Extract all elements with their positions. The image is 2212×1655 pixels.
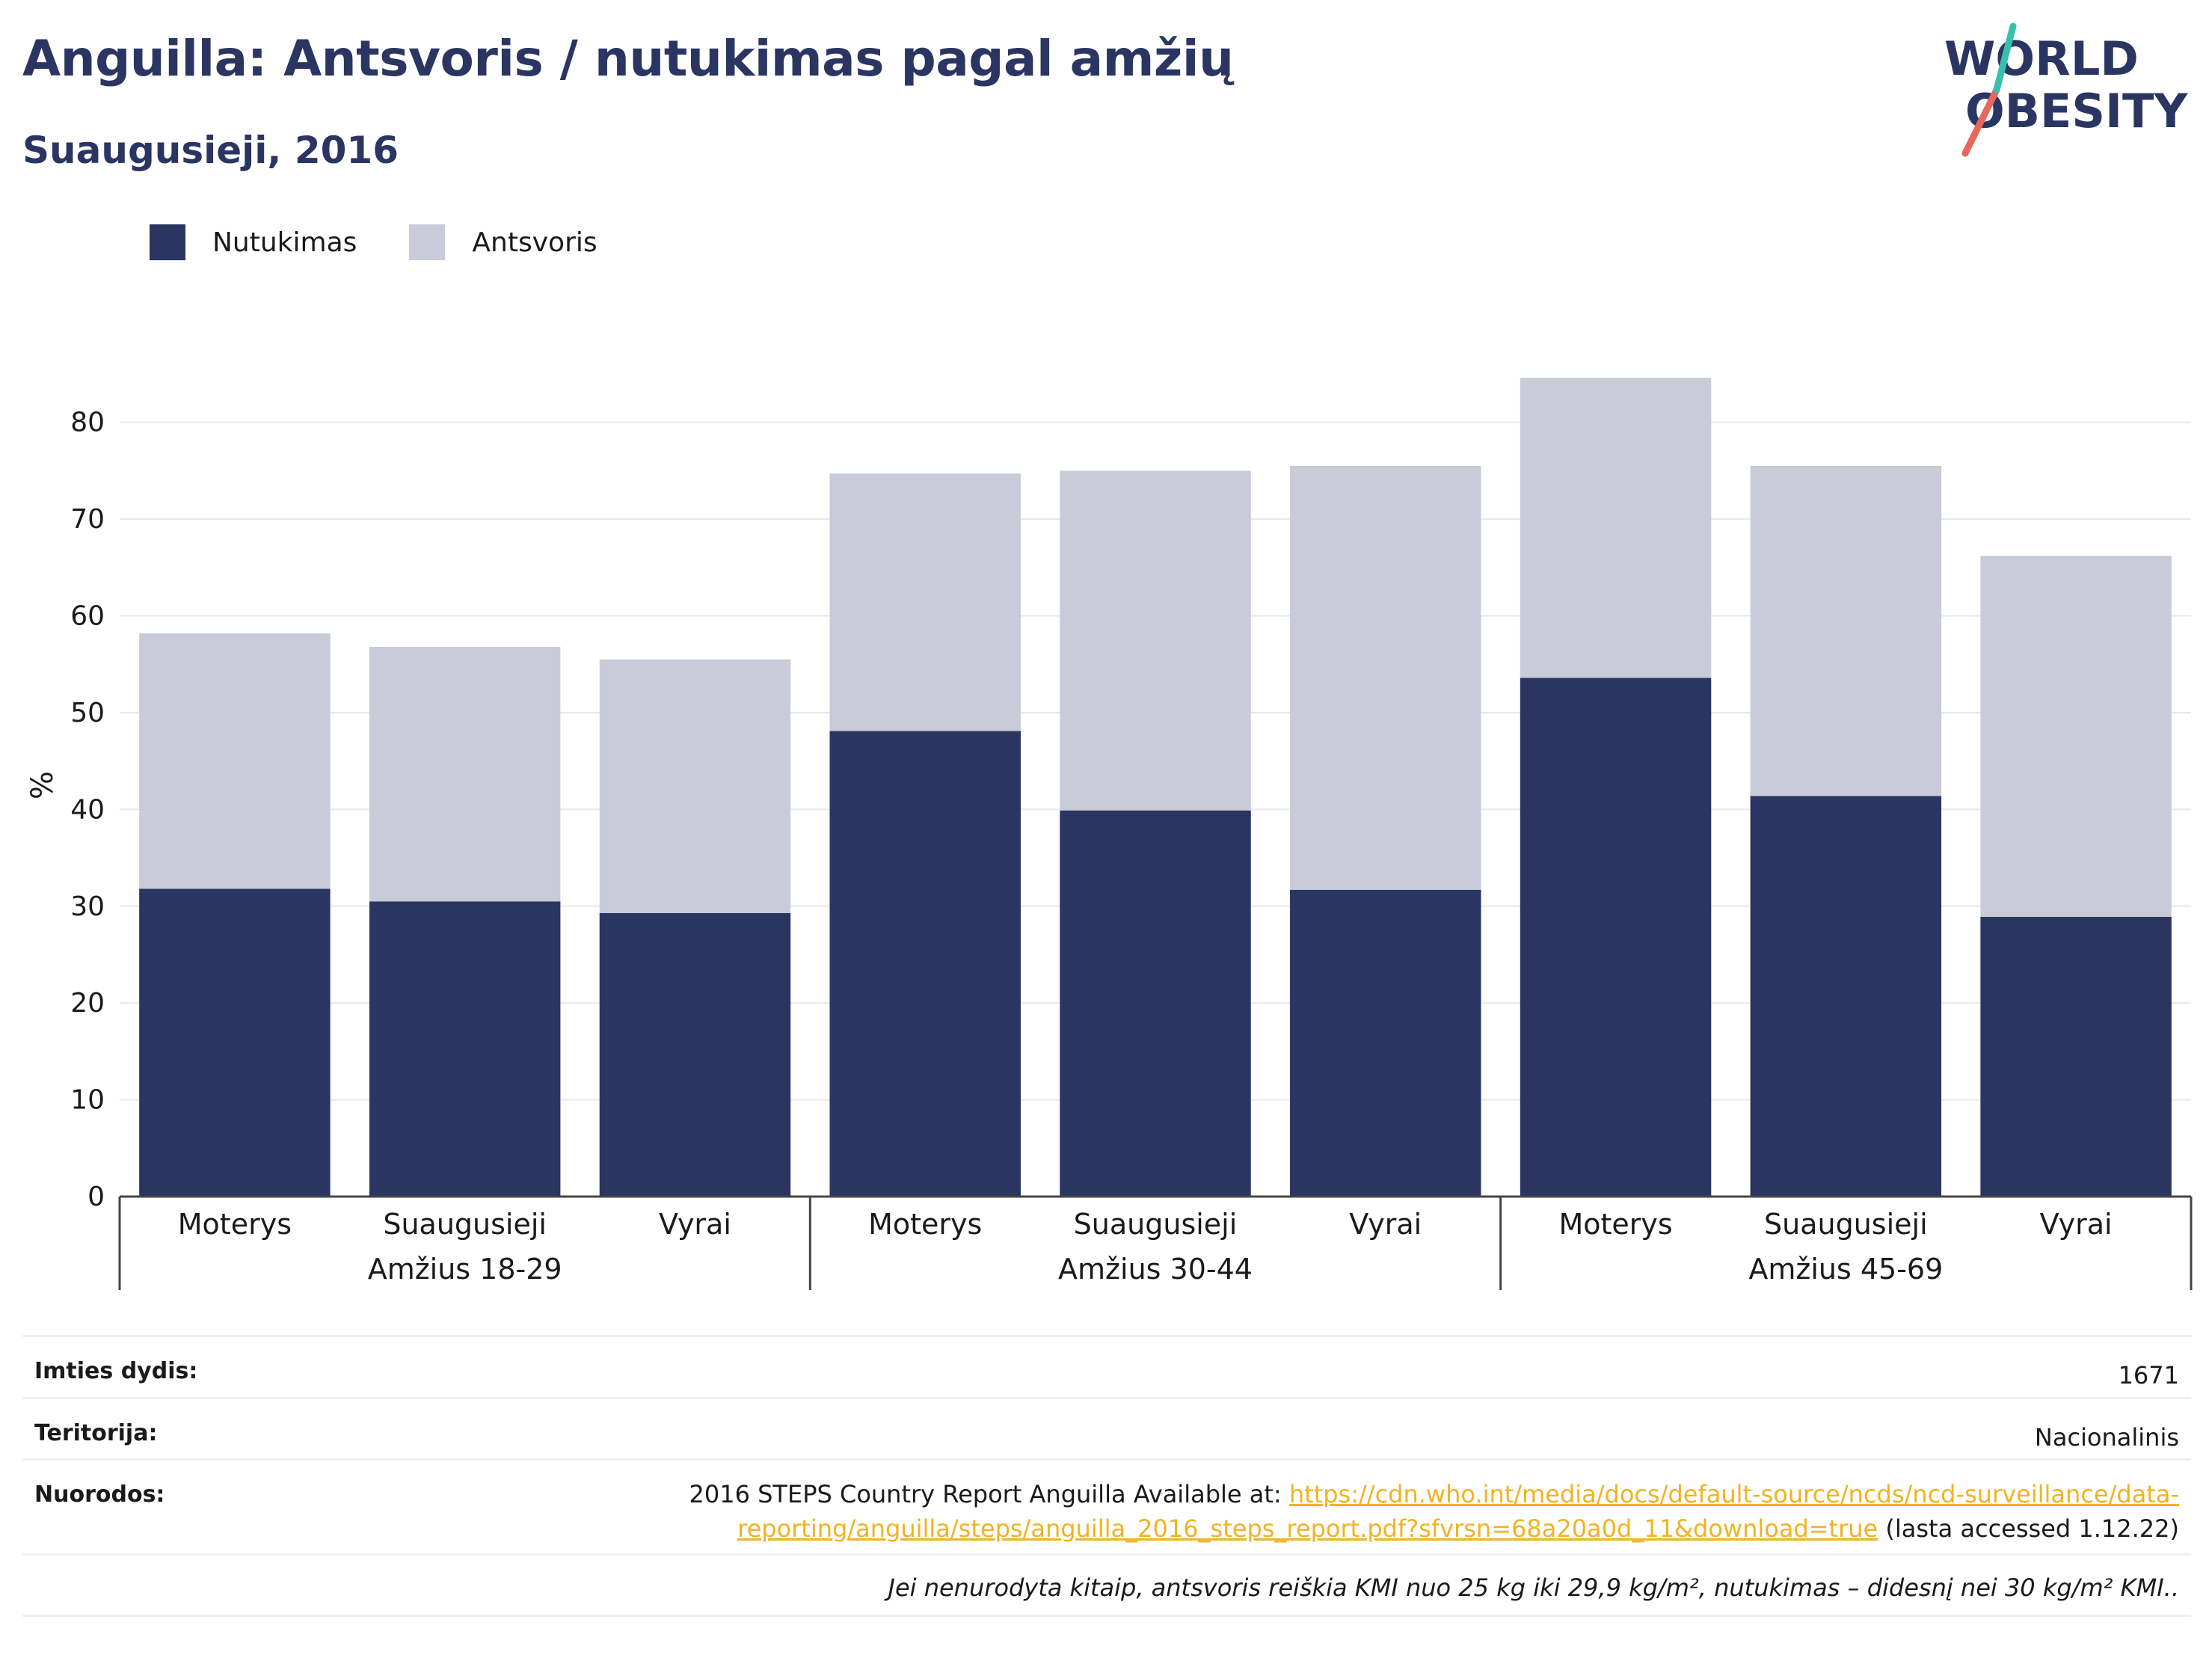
references-value: 2016 STEPS Country Report Anguilla Avail… <box>689 1477 2180 1546</box>
group-label: Amžius 18-29 <box>368 1253 562 1286</box>
legend-label-overweight: Antsvoris <box>472 227 597 258</box>
references-prefix: 2016 STEPS Country Report Anguilla Avail… <box>689 1480 1289 1508</box>
bar-overweight <box>829 473 1021 731</box>
y-tick-label: 10 <box>70 1085 105 1116</box>
x-tick-label: Moterys <box>178 1208 292 1241</box>
territory-label: Teritorija: <box>34 1420 158 1446</box>
y-tick-label: 80 <box>70 408 105 438</box>
references-link-1[interactable]: https://cdn.who.int/media/docs/default-s… <box>1288 1480 2179 1508</box>
info-bottom-divider <box>22 1615 2191 1618</box>
definition-note: Jei nenurodyta kitaip, antsvoris reiškia… <box>888 1573 2180 1602</box>
info-row-references: Nuorodos: 2016 STEPS Country Report Angu… <box>22 1458 2191 1554</box>
page-title: Anguilla: Antsvoris / nutukimas pagal am… <box>22 30 1234 87</box>
x-tick-label: Suaugusieji <box>383 1208 547 1241</box>
bar-obesity <box>1980 917 2172 1197</box>
logo-slash-teal <box>1993 22 2017 93</box>
references-label: Nuorodos: <box>34 1481 165 1508</box>
y-axis-label: % <box>25 771 60 799</box>
legend-item-obesity[interactable]: Nutukimas <box>150 224 357 260</box>
bar-obesity <box>829 731 1021 1197</box>
group-label: Amžius 45-69 <box>1748 1253 1943 1286</box>
group-label: Amžius 30-44 <box>1058 1253 1253 1286</box>
bar-overweight <box>139 633 331 889</box>
logo-word-1: WORLD <box>1944 31 2139 86</box>
sample-size-value: 1671 <box>2118 1361 2179 1390</box>
y-tick-label: 20 <box>70 988 105 1019</box>
references-link-2[interactable]: reporting/anguilla/steps/anguilla_2016_s… <box>737 1514 1878 1543</box>
logo-slash-red <box>1961 86 2000 157</box>
y-tick-label: 0 <box>87 1182 105 1212</box>
x-tick-label: Vyrai <box>2040 1208 2113 1241</box>
x-tick-label: Moterys <box>868 1208 982 1241</box>
legend-item-overweight[interactable]: Antsvoris <box>409 224 597 260</box>
y-tick-label: 30 <box>70 891 105 922</box>
x-tick-label: Moterys <box>1558 1208 1672 1241</box>
references-suffix: (lasta accessed 1.12.22) <box>1878 1514 2179 1543</box>
x-tick-label: Suaugusieji <box>1764 1208 1928 1241</box>
territory-value: Nacionalinis <box>2034 1423 2179 1452</box>
info-row-territory: Teritorija: Nacionalinis <box>22 1397 2191 1452</box>
bar-obesity <box>1750 796 1942 1197</box>
bar-obesity <box>1290 889 1481 1197</box>
page-subtitle: Suaugusieji, 2016 <box>22 129 399 172</box>
bar-obesity <box>1060 810 1251 1197</box>
logo-word-2: OBESITY <box>1965 84 2188 138</box>
bar-overweight <box>599 659 791 913</box>
bar-obesity <box>139 888 331 1197</box>
bar-obesity <box>1520 678 1712 1197</box>
legend-label-obesity: Nutukimas <box>212 227 357 258</box>
legend-swatch-obesity <box>150 224 185 260</box>
y-tick-label: 60 <box>70 601 105 632</box>
bar-overweight <box>1750 465 1942 796</box>
bar-overweight <box>369 646 561 902</box>
info-row-sample: Imties dydis: 1671 <box>22 1335 2191 1390</box>
bar-obesity <box>369 901 561 1197</box>
y-tick-label: 70 <box>70 504 105 535</box>
bar-overweight <box>1290 465 1481 890</box>
bar-obesity <box>599 912 791 1197</box>
bar-overweight <box>1980 556 2172 917</box>
x-tick-label: Vyrai <box>659 1208 731 1241</box>
x-tick-label: Suaugusieji <box>1074 1208 1238 1241</box>
y-tick-label: 40 <box>70 794 105 825</box>
world-obesity-logo: WORLD OBESITY <box>1944 22 2188 157</box>
sample-size-label: Imties dydis: <box>34 1358 198 1384</box>
legend-swatch-overweight <box>409 224 446 260</box>
x-tick-label: Vyrai <box>1349 1208 1422 1241</box>
bar-overweight <box>1060 470 1251 811</box>
chart-legend: Nutukimas Antsvoris <box>150 224 650 260</box>
y-tick-label: 50 <box>70 698 105 728</box>
stacked-bar-chart: 0 10 20 30 40 50 60 70 80% Moterys Suaugusieji Vyra… <box>25 378 2193 1290</box>
bar-overweight <box>1520 378 1712 678</box>
info-row-note: Jei nenurodyta kitaip, antsvoris reiškia… <box>22 1553 2191 1615</box>
